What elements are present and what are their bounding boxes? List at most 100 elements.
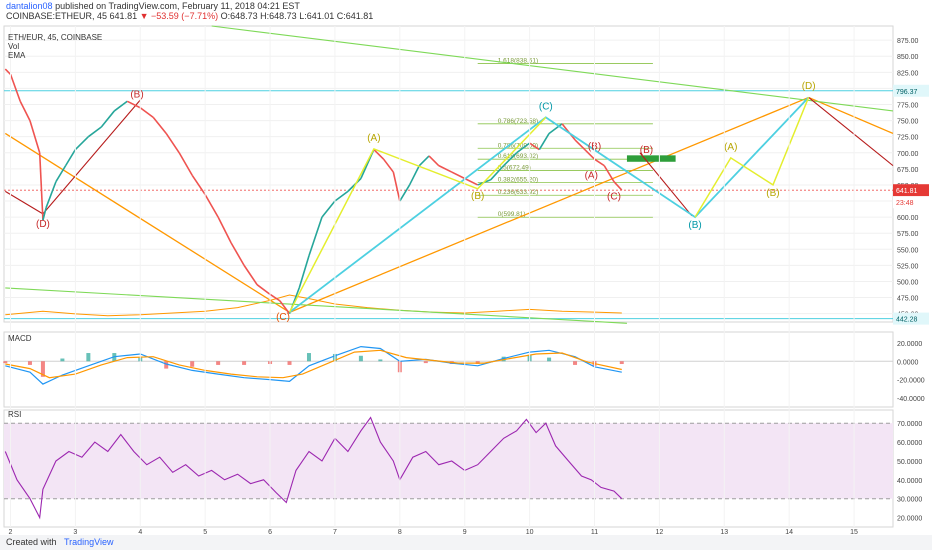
darkred-trendline (5, 190, 44, 215)
macd-histogram-bar (216, 361, 221, 365)
rsi-pane: 70.0000 60.0000 50.0000 40.0000 30.0000 20.00… (4, 416, 922, 523)
price-segment (29, 120, 41, 153)
price-segment (100, 110, 115, 128)
footer: Created with TradingView (0, 535, 932, 550)
price-tick-label: 750.00 (897, 119, 919, 126)
price-segment (64, 149, 77, 167)
macd-histogram-bar (423, 361, 428, 364)
price-segment (438, 164, 453, 173)
price-tick-label: 700.00 (897, 151, 919, 158)
price-segment (113, 100, 128, 112)
green-trendline (5, 287, 627, 324)
close-value: C:641.81 (336, 11, 374, 21)
price-tick-label: 675.00 (897, 167, 919, 174)
price-segment (256, 284, 271, 295)
level-tag: 796.37 (896, 89, 918, 96)
cyan-wave (288, 96, 810, 314)
macd-histogram-bar (86, 353, 91, 362)
legend-vol: Vol (8, 42, 19, 51)
price-segment (464, 177, 479, 186)
darkred-trendlines (5, 96, 894, 217)
rsi-tick-label: 30.0000 (897, 497, 922, 504)
author-link[interactable]: dantalion08 (6, 1, 53, 11)
price-segment (217, 216, 232, 244)
macd-label: MACD (8, 334, 32, 343)
price-tick-label: 875.00 (897, 38, 919, 45)
time-tick-label: 14 (785, 529, 793, 535)
wave-label: (C) (539, 102, 553, 113)
price-segment (139, 107, 154, 119)
price-tick-label: 500.00 (897, 279, 919, 286)
publish-line: dantalion08 published on TradingView.com… (6, 1, 300, 11)
wave-label: (B) (688, 220, 701, 231)
macd-tick-label: -40.0000 (897, 396, 925, 403)
price-segment (603, 165, 615, 183)
yellow-wave (288, 97, 810, 313)
price-segment (538, 133, 550, 150)
macd-histogram-bar (619, 361, 624, 365)
cyan-wave-path (288, 96, 810, 314)
wave-label: (C) (607, 192, 621, 203)
price-segment (178, 152, 193, 176)
price-pane-bg (3, 25, 894, 323)
price-segment (373, 148, 385, 160)
price-segment (87, 126, 102, 138)
price-segment (392, 171, 401, 202)
time-tick-label: 4 (138, 529, 142, 535)
price-segment (399, 184, 411, 202)
price-segment (451, 171, 466, 180)
price-tick-label: 550.00 (897, 247, 919, 254)
time-tick-label: 8 (398, 529, 402, 535)
down-arrow-icon: ▼ (139, 11, 149, 21)
price-tick-label: 525.00 (897, 263, 919, 270)
wave-label: (B) (471, 191, 484, 202)
macd-histogram-bar (287, 361, 292, 365)
price-segment (347, 177, 362, 192)
wave-label: (A) (585, 171, 598, 182)
low-line-tag: 442.28 (896, 317, 918, 324)
fib-level-label: 0.5(672.49) (498, 164, 531, 171)
price-segment (230, 242, 245, 266)
created-with-text: Created with (6, 537, 57, 547)
price-tick-label: 850.00 (897, 54, 919, 61)
price-segment (408, 165, 421, 186)
price-segment (418, 155, 430, 167)
legend-pair: ETH/EUR, 45, COINBASE (8, 33, 102, 42)
price-tick-label: 775.00 (897, 103, 919, 110)
price-segment (191, 174, 206, 196)
rsi-tick-label: 60.0000 (897, 440, 922, 447)
price-segment (308, 216, 323, 256)
symbol-label: COINBASE:ETHEUR, 45 (6, 11, 108, 21)
target-box (626, 155, 676, 162)
darkred-trendline (808, 96, 894, 167)
price-tick-label: 575.00 (897, 231, 919, 238)
chart-header: dantalion08 published on TradingView.com… (0, 0, 932, 22)
last-price-tag: 641.81 (896, 188, 918, 195)
tradingview-logo[interactable]: TradingView (64, 537, 114, 547)
price-tick-label: 600.00 (897, 215, 919, 222)
price-segment (529, 142, 540, 151)
darkred-trendline (42, 99, 141, 215)
macd-histogram-bar (242, 361, 247, 365)
macd-histogram-bar (190, 361, 195, 367)
price-segment (298, 255, 310, 289)
price-segment (152, 116, 167, 134)
fib-level-label: 1.618(838.61) (498, 58, 538, 65)
countdown-tag: 23:48 (896, 200, 914, 207)
wave-label: (B) (766, 188, 779, 199)
macd-tick-label: -20.0000 (897, 378, 925, 385)
macd-tick-label: 0.0000 (897, 359, 919, 366)
fib-level-label: 0.618(693.02) (498, 153, 538, 160)
price-chart[interactable]: 875.00850.00825.00800.00775.00750.00725.… (0, 22, 932, 535)
price-segment (126, 100, 141, 109)
quote-line: COINBASE:ETHEUR, 45 641.81 ▼ −53.59 (−7.… (6, 11, 373, 21)
macd-histogram-bar (358, 355, 363, 362)
orange-trendlines (4, 96, 894, 313)
price-segment (243, 264, 258, 286)
macd-histogram-bar (164, 361, 169, 369)
wave-label: (A) (367, 133, 380, 144)
time-axis: 2 3 4 5 6 7 8 9 10 11 12 13 14 15 (9, 26, 858, 535)
rsi-tick-label: 70.0000 (897, 421, 922, 428)
rsi-tick-label: 40.0000 (897, 478, 922, 485)
green-trendlines (5, 25, 894, 324)
